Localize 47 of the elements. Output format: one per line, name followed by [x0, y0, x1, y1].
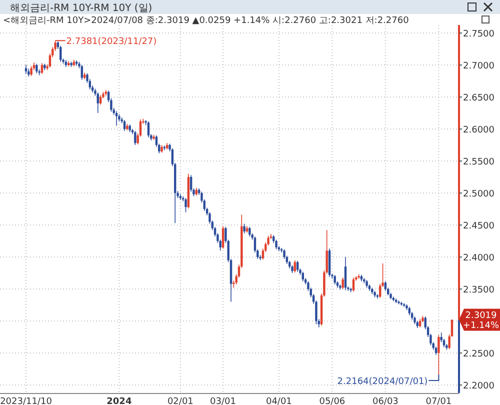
y-tick-label: 2.2000	[463, 382, 495, 392]
text: 2.3019 +1.14%	[462, 310, 500, 331]
candlestick	[147, 120, 150, 138]
candlestick	[275, 239, 278, 250]
annotation: 2.7381(2023/11/27)	[66, 37, 157, 48]
x-tick-label: 03/01	[210, 397, 236, 405]
y-tick-label: 2.7500	[463, 30, 495, 40]
x-tick-label: 05/06	[319, 397, 346, 405]
annotation: 2.2164(2024/07/01)	[337, 377, 428, 388]
chart-title: 해외금리-RM 10Y-RM 10Y (일)	[10, 3, 152, 14]
y-tick-label: 2.4500	[463, 222, 495, 232]
candlestick	[296, 260, 299, 272]
y-tick-label: 2.5500	[463, 158, 495, 168]
candlestick	[243, 223, 246, 234]
candlestick	[30, 66, 32, 76]
x-tick-label: 02/01	[167, 397, 194, 405]
y-tick-label: 2.7000	[463, 62, 495, 72]
candlestick	[352, 277, 355, 292]
candlestick	[190, 174, 192, 192]
candlestick	[302, 271, 304, 282]
y-tick-label: 2.3500	[463, 286, 495, 296]
x-tick-label: 07/01	[426, 397, 452, 405]
candlestick	[222, 226, 224, 250]
candlestick	[384, 280, 387, 292]
candlestick	[248, 226, 251, 237]
chart-subtitle: <해외금리-RM 10Y>2024/07/08 종:2.3019 ▲0.0259 +1.14% 시:2.2760 고:2.3021 저:2.2760	[3, 16, 410, 26]
candlestick	[99, 94, 102, 106]
y-tick-label: 2.2500	[463, 350, 495, 360]
y-tick-label: 2.5000	[463, 190, 495, 200]
x-tick-label: 2023/11/10	[0, 397, 52, 405]
candlestick	[60, 45, 62, 62]
y-tick-label: 2.4000	[463, 254, 495, 264]
candlestick	[134, 130, 136, 146]
candlestick	[80, 64, 84, 80]
candlestick	[184, 198, 187, 213]
candlestick	[334, 274, 336, 285]
candlestick	[344, 256, 347, 291]
x-tick-label: 06/03	[372, 397, 398, 405]
candlestick	[36, 63, 38, 74]
y-tick-label: 2.6000	[463, 126, 495, 136]
candlestick	[96, 92, 99, 114]
y-tick-label: 2.6500	[463, 94, 495, 104]
candlestick	[438, 334, 440, 375]
x-tick-label: 04/01	[266, 397, 292, 405]
candlestick	[294, 260, 296, 273]
candlestick	[342, 277, 344, 290]
x-tick-label: 2024	[106, 397, 132, 405]
